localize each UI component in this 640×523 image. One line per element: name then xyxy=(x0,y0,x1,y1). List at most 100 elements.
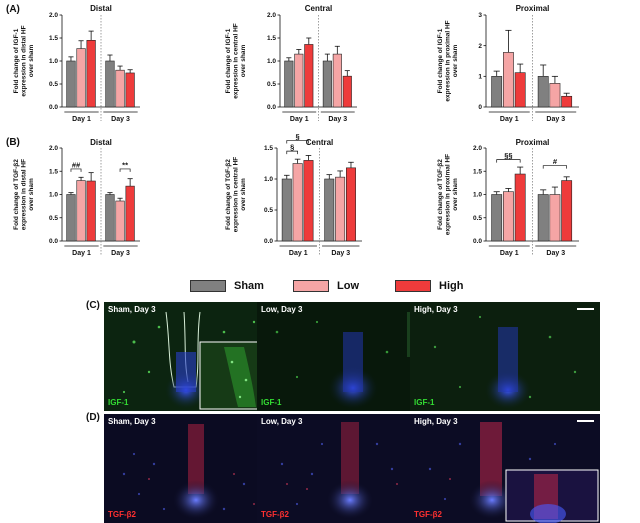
group-label: Day 1 xyxy=(72,116,91,123)
y-axis-label: expression in distal HF xyxy=(21,25,28,96)
y-tick-label: 0 xyxy=(478,104,482,111)
y-axis-label: expression in distal HF xyxy=(21,159,28,230)
bar-low xyxy=(549,83,561,108)
chart-igf1-distal: Distal Fold change of IGF-1 expression in … xyxy=(13,4,140,123)
bar-high xyxy=(86,39,96,108)
y-axis-label: over sham xyxy=(28,45,35,78)
micrograph-title: Low, Day 3 xyxy=(261,305,303,314)
y-axis-label: over sham xyxy=(452,178,459,211)
y-axis-label: over sham xyxy=(28,178,35,211)
chart-tgfb2-central: Central Fold change of TGF-β2 expression i… xyxy=(225,132,362,257)
bar-sham xyxy=(491,194,503,242)
significance-label: ## xyxy=(72,160,81,169)
y-tick-label: 1.0 xyxy=(267,58,276,65)
bar-low xyxy=(335,176,346,242)
group-label: Day 1 xyxy=(72,250,91,257)
panel-label-b: (B) xyxy=(6,137,20,148)
y-tick-label: 2.0 xyxy=(49,12,58,19)
significance-label: § xyxy=(296,132,300,141)
y-tick-label: 0.0 xyxy=(267,104,276,111)
y-tick-label: 1.5 xyxy=(473,168,482,175)
y-axis-label: Fold change of TGF-β2 xyxy=(225,159,232,230)
micrograph-igf1-low-image xyxy=(257,302,447,411)
bar-low xyxy=(76,180,86,242)
micrograph-stain-label: IGF-1 xyxy=(261,398,282,407)
y-tick-label: 1.0 xyxy=(473,192,482,199)
y-tick-label: 0.0 xyxy=(264,238,273,245)
legend: Sham Low High xyxy=(190,279,490,295)
y-tick-label: 2.0 xyxy=(49,145,58,152)
legend-label-low: Low xyxy=(337,280,359,292)
legend-swatch-high xyxy=(395,280,431,292)
y-tick-label: 2.0 xyxy=(267,12,276,19)
significance-bracket xyxy=(542,165,568,169)
bar-sham xyxy=(105,60,115,108)
y-tick-label: 2 xyxy=(478,43,482,50)
y-axis-label: Fold change of TGF-β2 xyxy=(437,159,444,230)
bar-sham xyxy=(322,60,332,108)
micrograph-title: Sham, Day 3 xyxy=(108,417,156,426)
bar-low xyxy=(115,200,125,242)
bar-high xyxy=(125,72,135,108)
significance-label: §§ xyxy=(504,151,512,160)
micrograph-title: Sham, Day 3 xyxy=(108,305,156,314)
y-tick-label: 0.5 xyxy=(264,207,273,214)
bar-sham xyxy=(281,178,292,242)
bar-high xyxy=(86,180,96,242)
group-label: Day 3 xyxy=(328,116,347,123)
bar-high xyxy=(514,173,526,242)
significance-bracket xyxy=(286,140,309,144)
group-label: Day 3 xyxy=(546,116,565,123)
bar-high xyxy=(303,160,314,242)
micrograph-tgfb2-high: High, Day 3 TGF-β2 xyxy=(410,414,600,523)
group-label: Day 3 xyxy=(546,250,565,257)
y-axis-label: over sham xyxy=(240,45,247,78)
micrograph-stain-label: TGF-β2 xyxy=(261,510,289,519)
scale-bar xyxy=(577,308,594,310)
bar-high xyxy=(346,167,356,242)
bar-sham xyxy=(66,60,76,108)
panel-label-a: (A) xyxy=(6,4,20,15)
group-label: Day 1 xyxy=(500,116,519,123)
micrograph-title: Low, Day 3 xyxy=(261,417,303,426)
legend-swatch-sham xyxy=(190,280,226,292)
bar-high xyxy=(125,185,135,242)
bar-low xyxy=(115,69,125,108)
y-tick-label: 1.0 xyxy=(49,192,58,199)
micrograph-stain-label: TGF-β2 xyxy=(414,510,442,519)
bar-high xyxy=(304,44,314,108)
y-tick-label: 0.5 xyxy=(49,215,58,222)
y-tick-label: 0.5 xyxy=(473,215,482,222)
y-tick-label: 1 xyxy=(478,74,482,81)
bar-low xyxy=(294,53,304,108)
y-tick-label: 2.0 xyxy=(473,145,482,152)
y-tick-label: 0.0 xyxy=(49,238,58,245)
chart-title: Distal xyxy=(90,138,112,147)
y-tick-label: 1.5 xyxy=(49,35,58,42)
micrograph-title: High, Day 3 xyxy=(414,417,458,426)
bar-high xyxy=(514,72,526,108)
significance-bracket xyxy=(286,150,298,155)
significance-bracket xyxy=(119,168,131,172)
bar-low xyxy=(76,48,86,108)
y-axis-label: over sham xyxy=(240,178,247,211)
group-label: Day 1 xyxy=(289,250,308,257)
group-label: Day 3 xyxy=(111,116,130,123)
y-tick-label: 3 xyxy=(478,12,482,19)
group-label: Day 1 xyxy=(500,250,519,257)
group-label: Day 3 xyxy=(111,250,130,257)
micrograph-stain-label: IGF-1 xyxy=(108,398,129,407)
bar-sham xyxy=(284,60,294,108)
micrograph-igf1-high-image xyxy=(410,302,600,411)
y-axis-label: expression in central HF xyxy=(233,23,240,99)
chart-title: Central xyxy=(305,4,333,13)
bar-sham xyxy=(105,194,115,242)
significance-label: ** xyxy=(122,160,128,169)
significance-label: § xyxy=(290,143,294,152)
panel-label-d: (D) xyxy=(86,412,100,423)
group-label: Day 1 xyxy=(290,116,309,123)
bar-low xyxy=(332,53,342,108)
y-axis-label: Fold change of IGF-1 xyxy=(437,28,444,93)
legend-label-high: High xyxy=(439,280,464,292)
